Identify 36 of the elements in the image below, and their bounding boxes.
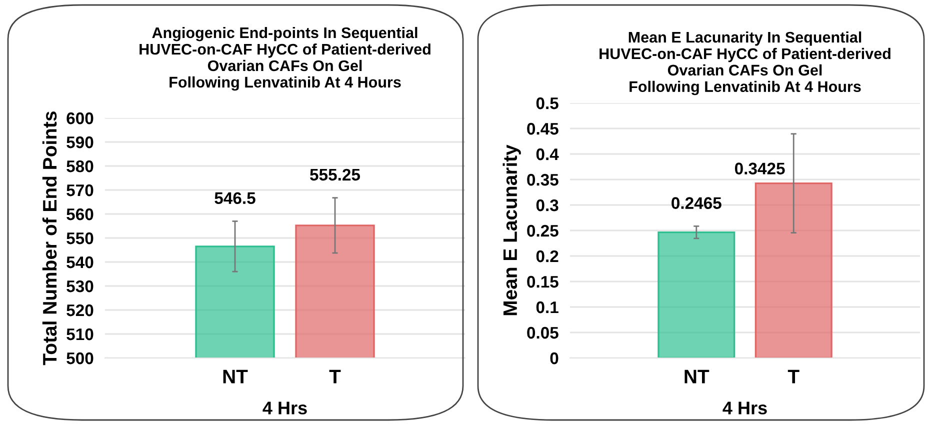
x-tick-label: NT: [684, 370, 710, 384]
y-tick-label: 0.05: [527, 326, 558, 339]
y-tick-label: 0.5: [536, 97, 558, 110]
y-tick-label: 600: [66, 112, 94, 124]
chart-title: Angiogenic End-points In Sequential HUVEC-on-CAF HyCC of Patient-derived Ovarian CAFs On Gel Following Lenvatinib At 4 Hours: [140, 26, 430, 91]
y-tick-label: 580: [66, 160, 94, 172]
y-tick-label: 0.45: [527, 122, 558, 135]
data-label: 0.3425: [734, 162, 785, 174]
data-label: 546.5: [214, 192, 256, 204]
y-tick-label: 0: [550, 352, 558, 364]
chart-title: Mean E Lacunarity In Sequential HUVEC-on-CAF HyCC of Patient-derived Ovarian CAFs On Gel Following Lenvatinib At 4 Hours: [600, 31, 890, 96]
data-label: 555.25: [310, 168, 360, 181]
data-label: 0.2465: [672, 197, 722, 209]
y-tick-label: 0.2: [536, 250, 558, 262]
y-tick-label: 510: [66, 328, 94, 340]
y-tick-label: 590: [66, 136, 94, 148]
y-axis-title: Total Number of End Points: [42, 112, 57, 366]
y-tick-label: 0.25: [527, 224, 558, 237]
x-axis-title: 4 Hrs: [722, 402, 767, 414]
y-tick-label: 0.15: [527, 276, 558, 288]
x-axis-title: 4 Hrs: [262, 402, 307, 414]
y-tick-label: 540: [66, 256, 94, 268]
y-axis-title: Mean E Lacunarity: [502, 144, 521, 316]
y-tick-label: 520: [66, 304, 94, 316]
y-tick-label: 0.35: [527, 174, 558, 186]
x-tick-label: NT: [223, 370, 248, 384]
y-tick-label: 0.1: [536, 301, 558, 314]
y-tick-label: 0.3: [536, 199, 558, 212]
x-tick-label: T: [329, 370, 341, 384]
y-tick-label: 560: [66, 208, 94, 220]
y-tick-label: 570: [66, 184, 94, 196]
y-tick-label: 530: [66, 280, 94, 292]
x-tick-label: T: [788, 370, 800, 384]
y-tick-label: 0.4: [536, 148, 559, 160]
y-tick-label: 550: [66, 232, 94, 244]
y-tick-label: 500: [66, 352, 94, 364]
